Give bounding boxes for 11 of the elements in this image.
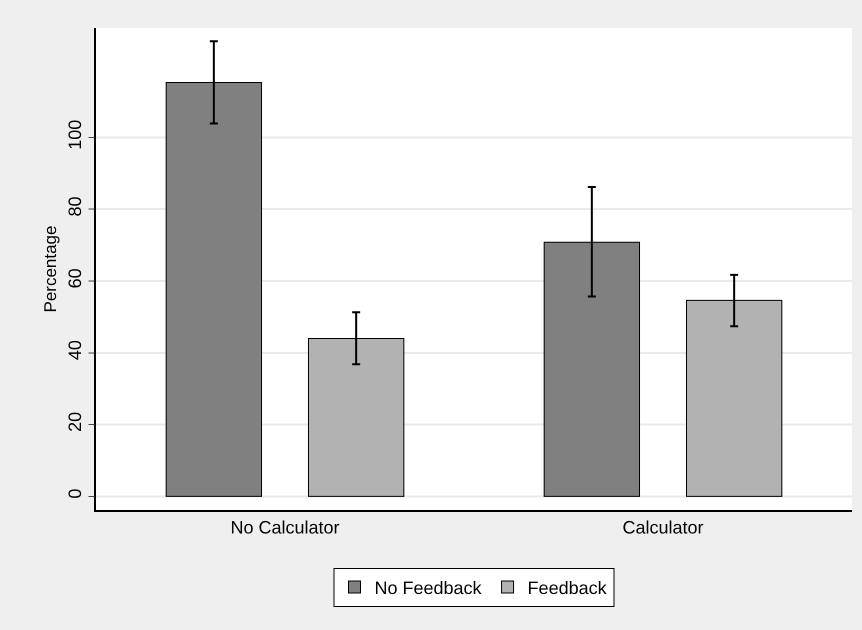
y-tick-label: 20 (65, 412, 86, 432)
y-tick-label: 80 (65, 196, 86, 217)
legend-label: Feedback (528, 578, 608, 598)
x-tick-label: Calculator (622, 517, 704, 538)
legend-label: No Feedback (374, 578, 483, 598)
y-tick-label: 100 (65, 120, 86, 150)
y-tick-label: 60 (65, 268, 86, 288)
x-tick-label: No Calculator (230, 517, 340, 538)
y-tick-label: 40 (65, 340, 86, 360)
y-tick-label: 0 (65, 488, 86, 499)
y-axis-title: Percentage (41, 226, 60, 312)
